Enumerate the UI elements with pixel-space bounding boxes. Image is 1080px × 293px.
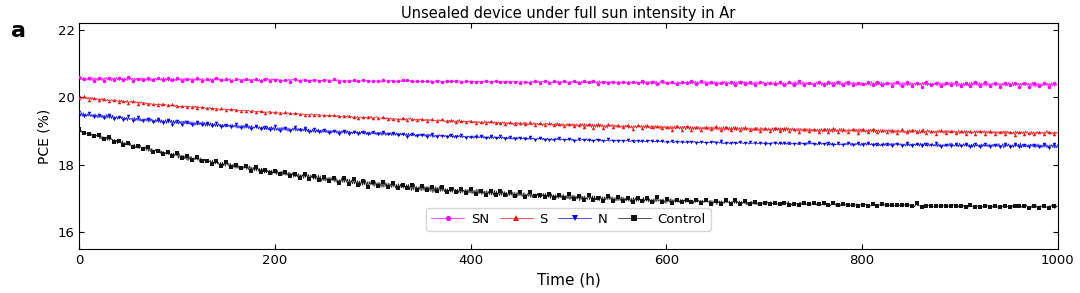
N (836, 142, 849, 146)
Text: a: a (11, 21, 26, 40)
SN (854, 84, 867, 88)
SN (1051, 83, 1064, 86)
S (72, 96, 85, 100)
S (174, 105, 187, 108)
S (470, 121, 483, 125)
N (1049, 146, 1062, 150)
N (1051, 143, 1064, 146)
S (1008, 133, 1021, 136)
Control (503, 190, 516, 193)
Control (836, 204, 849, 207)
Control (469, 188, 482, 192)
SN (174, 79, 187, 82)
Control (72, 128, 85, 131)
N (503, 135, 516, 139)
S (854, 127, 867, 130)
Control (744, 200, 757, 203)
SN (470, 80, 483, 84)
N (469, 134, 482, 137)
SN (504, 81, 517, 84)
X-axis label: Time (h): Time (h) (537, 272, 600, 287)
N (744, 142, 757, 145)
Line: S: S (78, 94, 1059, 136)
S (837, 128, 850, 131)
N (173, 119, 186, 123)
Control (853, 203, 866, 207)
S (745, 130, 758, 133)
S (1051, 132, 1064, 135)
SN (72, 76, 85, 79)
SN (105, 75, 118, 79)
SN (837, 84, 850, 87)
Control (1005, 207, 1018, 210)
Title: Unsealed device under full sun intensity in Ar: Unsealed device under full sun intensity… (402, 6, 735, 21)
Control (173, 152, 186, 155)
Y-axis label: PCE (%): PCE (%) (38, 108, 52, 164)
SN (1028, 85, 1041, 89)
Legend: SN, S, N, Control: SN, S, N, Control (426, 207, 711, 231)
N (72, 110, 85, 114)
S (73, 94, 86, 98)
SN (745, 81, 758, 84)
Line: N: N (78, 110, 1059, 150)
Line: SN: SN (78, 75, 1059, 89)
S (504, 122, 517, 126)
Line: Control: Control (78, 128, 1059, 210)
N (853, 142, 866, 145)
Control (1051, 204, 1064, 208)
